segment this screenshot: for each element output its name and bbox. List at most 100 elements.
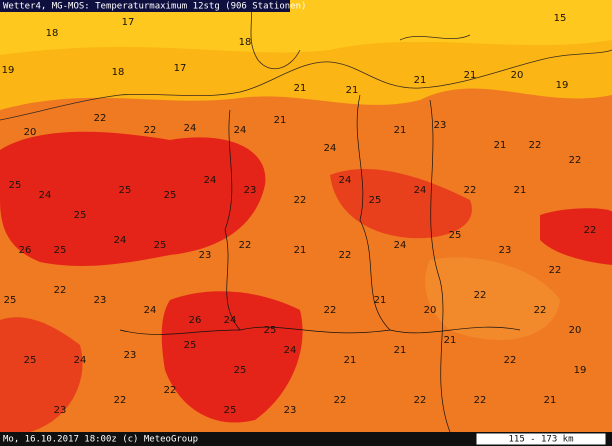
station-value: 21 [344,355,357,366]
map-title: Wetter4, MG-MOS: Temperaturmaximum 12stg… [3,2,306,12]
station-value: 22 [414,395,427,406]
station-value: 22 [464,185,477,196]
station-value: 20 [24,127,37,138]
station-value: 22 [54,285,67,296]
station-value: 18 [112,67,125,78]
station-value: 24 [284,345,297,356]
warm-zone [540,208,612,265]
station-value: 26 [189,315,202,326]
station-value: 25 [234,365,247,376]
station-value: 24 [394,240,407,251]
station-value: 25 [184,340,197,351]
station-value: 21 [394,345,407,356]
station-value: 26 [19,245,32,256]
station-value: 21 [394,125,407,136]
station-value: 25 [369,195,382,206]
station-value: 21 [494,140,507,151]
station-value: 22 [339,250,352,261]
station-value: 23 [244,185,257,196]
timestamp: Mo, 16.10.2017 18:00z (c) MeteoGroup [3,435,198,445]
station-value: 25 [4,295,17,306]
warm-zone [0,131,266,266]
station-value: 19 [556,80,569,91]
station-value: 23 [124,350,137,361]
station-value: 25 [119,185,132,196]
station-value: 24 [144,305,157,316]
scale-bar: 115 - 173 km [508,435,573,445]
station-value: 21 [346,85,359,96]
station-value: 25 [224,405,237,416]
station-value: 22 [504,355,517,366]
station-value: 24 [224,315,237,326]
station-value: 19 [2,65,15,76]
coastlines [0,0,612,121]
station-value: 25 [74,210,87,221]
station-value: 21 [414,75,427,86]
station-value: 22 [549,265,562,276]
cool-zone [0,0,612,55]
warm-zone [0,317,83,432]
station-value: 25 [9,180,22,191]
station-value: 22 [569,155,582,166]
station-value: 23 [499,245,512,256]
station-value: 24 [414,185,427,196]
station-value: 21 [294,83,307,94]
station-value: 25 [264,325,277,336]
borders [119,94,521,433]
warm-zone [330,169,472,239]
station-value: 23 [54,405,67,416]
station-value: 22 [239,240,252,251]
station-value: 15 [554,13,567,24]
station-value: 25 [154,240,167,251]
header-bar [0,0,290,12]
station-value: 23 [434,120,447,131]
station-value: 21 [464,70,477,81]
station-value: 24 [114,235,127,246]
footer-bar [0,432,612,446]
station-value: 21 [544,395,557,406]
station-value: 22 [474,290,487,301]
scale-box [475,432,607,446]
station-value: 25 [54,245,67,256]
station-value: 22 [294,195,307,206]
station-value: 22 [529,140,542,151]
station-value: 22 [144,125,157,136]
station-value: 24 [204,175,217,186]
station-value: 21 [294,245,307,256]
station-value: 22 [474,395,487,406]
station-value: 23 [199,250,212,261]
station-value: 17 [174,63,187,74]
station-value: 25 [24,355,37,366]
station-value: 19 [574,365,587,376]
station-value: 24 [324,143,337,154]
station-value: 22 [164,385,177,396]
station-value: 22 [534,305,547,316]
station-value: 20 [511,70,524,81]
station-value: 24 [39,190,52,201]
station-labels: 17 18 19 18 17 18 21 21 21 21 20 19 15 20 22 22 24 24 21 24… [2,13,597,416]
station-value: 18 [46,28,59,39]
station-value: 24 [234,125,247,136]
station-value: 17 [122,17,135,28]
station-value: 22 [114,395,127,406]
station-value: 23 [284,405,297,416]
station-value: 22 [94,113,107,124]
station-value: 18 [239,37,252,48]
station-value: 22 [334,395,347,406]
station-value: 21 [374,295,387,306]
station-value: 25 [449,230,462,241]
station-value: 20 [569,325,582,336]
station-value: 25 [164,190,177,201]
mild-zone [425,257,560,340]
station-value: 22 [584,225,597,236]
station-value: 24 [184,123,197,134]
station-value: 24 [74,355,87,366]
warm-zone [161,291,303,423]
station-value: 21 [444,335,457,346]
station-value: 22 [324,305,337,316]
station-value: 21 [514,185,527,196]
station-value: 24 [339,175,352,186]
station-value: 20 [424,305,437,316]
station-value: 21 [274,115,287,126]
